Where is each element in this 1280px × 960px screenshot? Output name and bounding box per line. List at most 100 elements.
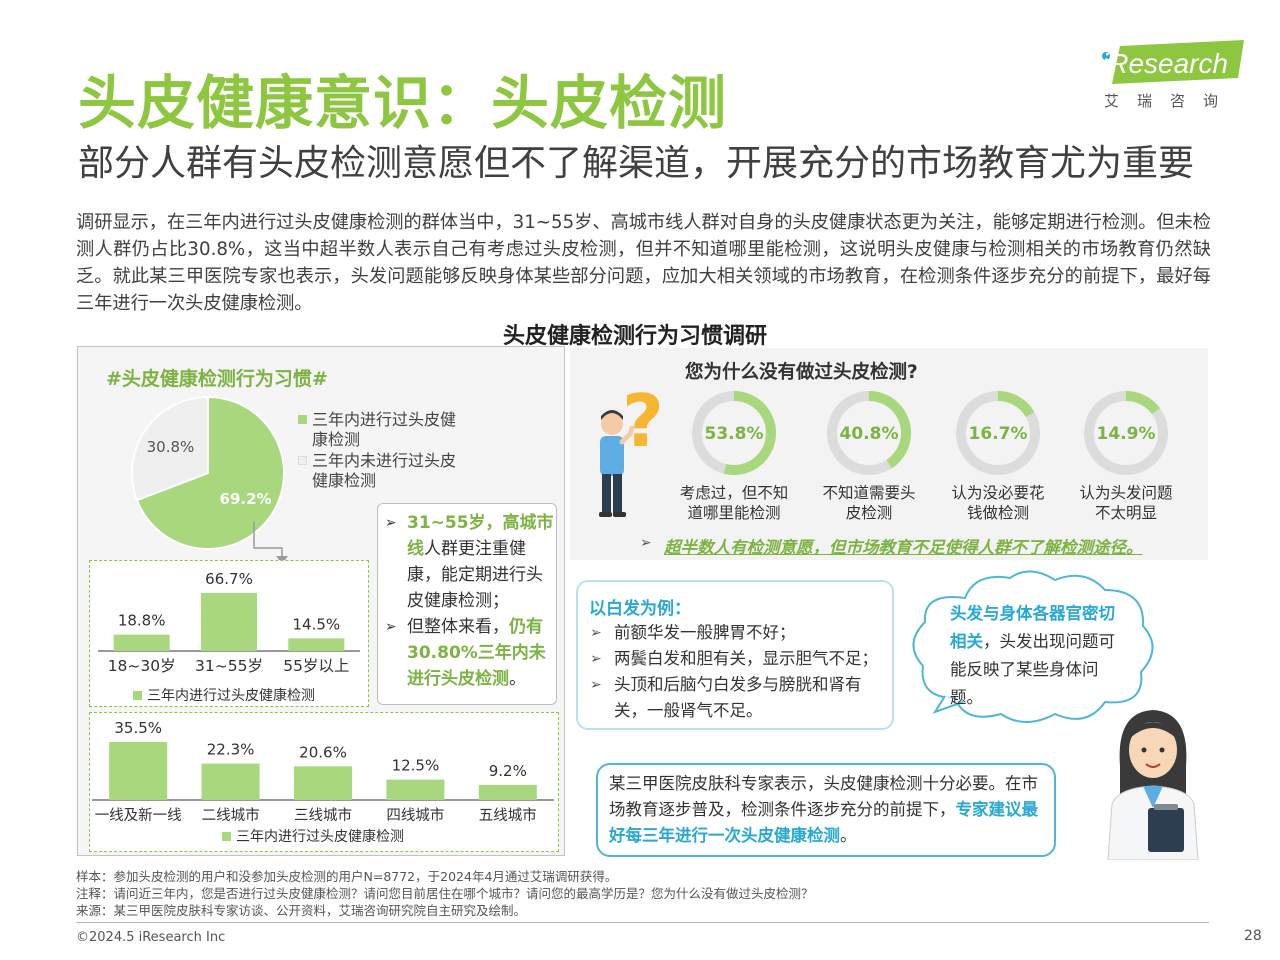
bar <box>113 634 170 651</box>
pie-slice <box>135 395 285 550</box>
bar-category-label: 二线城市 <box>202 807 260 824</box>
city-bar-chart: 35.5% 一线及新一线 22.3% 二线城市 20.6% 三线城市 12.5% 四线城市 9.… <box>92 719 554 845</box>
donut-conclusion: 超半数人有检测意愿，但市场教育不足使得人群不了解检测途径。 <box>664 538 1143 557</box>
legend-line: 健康检测 <box>312 471 377 490</box>
logo-banner-icon <box>1102 40 1244 84</box>
bar <box>201 763 260 800</box>
svg-text:?: ? <box>622 386 664 463</box>
arrow-bullet-icon: ➢ <box>385 515 397 531</box>
bar-category-label: 55岁以上 <box>283 657 349 675</box>
bar-value-label: 18.8% <box>118 612 166 630</box>
bar <box>288 638 345 651</box>
expert-text: 某三甲医院皮肤科专家表示，头皮健康检测十分必要。在市场教育逐步普及，检测条件逐步… <box>609 771 1049 849</box>
donut-charts: 53.8% 40.8% 16.7% 14.9% <box>692 391 1168 475</box>
logo-cn: 艾瑞咨询 <box>1104 92 1237 110</box>
bar <box>478 784 537 800</box>
legend-line: 三年内未进行过头皮 <box>312 451 457 470</box>
bar-value-label: 35.5% <box>114 719 162 737</box>
legend-line: 康检测 <box>312 430 361 449</box>
copyright: ©2024.5 iResearch Inc <box>76 930 226 945</box>
logo-text: iResearch <box>1102 48 1229 79</box>
page-number: 28 <box>1244 928 1262 944</box>
white-hair-title: 以白发为例： <box>589 599 691 619</box>
bar-category-label: 四线城市 <box>386 807 444 824</box>
page-subtitle: 部分人群有头皮检测意愿但不了解渠道，开展充分的市场教育尤为重要 <box>78 143 1195 184</box>
arrow-bullet-icon: ➢ <box>385 619 397 635</box>
bar-category-label: 18~30岁 <box>108 657 176 675</box>
footer-divider <box>76 922 1209 923</box>
bar <box>109 742 168 800</box>
footer-note: 注释：请问近三年内，您是否进行过头皮健康检测？请问您目前居住在哪个城市？请问您的… <box>76 886 814 901</box>
age-bar-chart: 18.8% 18~30岁 66.7% 31~55岁 14.5% 55岁以上三年内进行过头皮… <box>98 570 360 704</box>
bar <box>386 779 445 800</box>
pie-value-label: 30.8% <box>147 438 195 456</box>
donut-label-4: 认为头发问题 不太明显 <box>1066 483 1186 523</box>
note-text: 人群更注重健康，能定期进行头皮健康检测； <box>407 539 543 611</box>
intro-paragraph: 调研显示，在三年内进行过头皮健康检测的群体当中，31~55岁、高城市线人群对自身… <box>76 212 1211 314</box>
donut-value-label: 14.9% <box>1097 424 1156 444</box>
expert-body: 某三甲医院皮肤科专家表示，头皮健康检测十分必要。在市场教育逐步普及，检测条件逐步… <box>609 774 1038 819</box>
legend-swatch <box>298 415 307 424</box>
bar-value-label: 14.5% <box>293 615 341 633</box>
cloud-body: ，头发出现问题可能反映了某些身体问题。 <box>950 632 1115 707</box>
white-hair-list: 前额华发一般脾胃不好； 两鬓白发和胆有关，显示胆气不足； 头顶和后脑勺白发多与膀… <box>590 620 890 724</box>
bar <box>201 593 257 651</box>
donut-label-line: 皮检测 <box>845 504 893 522</box>
bar-legend-label: 三年内进行过头皮健康检测 <box>147 687 315 704</box>
donut-value-label: 40.8% <box>840 424 899 444</box>
donut-label-line: 认为没必要花 <box>951 484 1045 502</box>
doctor-icon <box>1107 710 1199 860</box>
legend-line: 三年内进行过头皮健 <box>312 410 457 429</box>
donut-value-label: 16.7% <box>969 424 1028 444</box>
legend-swatch <box>298 456 307 465</box>
donut-label-line: 认为头发问题 <box>1079 484 1173 502</box>
pie-slice <box>131 395 209 502</box>
donut-label-line: 不知道需要头 <box>822 484 916 502</box>
age-note-text: ➢ 31~55岁，高城市线人群更注重健康，能定期进行头皮健康检测； ➢ 但整体来… <box>385 510 555 692</box>
footer-source: 来源：某三甲医院皮肤科专家访谈、公开资料，艾瑞咨询研究院自主研究及绘制。 <box>76 903 527 918</box>
cloud-text: 头发与身体各器官密切相关，头发出现问题可能反映了某些身体问题。 <box>950 600 1118 712</box>
left-panel-title: #头皮健康检测行为习惯# <box>106 368 328 390</box>
expert-box <box>596 763 1056 857</box>
legend-swatch <box>222 832 231 841</box>
cloud-bubble-icon <box>912 570 1154 723</box>
donut-question: 您为什么没有做过头皮检测? <box>685 362 918 383</box>
bar <box>294 766 352 800</box>
pie-value-label: 69.2% <box>220 490 272 508</box>
survey-title: 头皮健康检测行为习惯调研 <box>502 324 767 349</box>
expert-end: 。 <box>840 826 857 845</box>
arrow-bullet-icon: ➢ <box>640 535 652 551</box>
legend-swatch <box>133 691 142 700</box>
donut-value-label: 53.8% <box>705 424 764 444</box>
list-item: 两鬓白发和胆有关，显示胆气不足； <box>590 646 890 672</box>
donut-label-line: 道哪里能检测 <box>687 504 781 522</box>
expert-highlight: 专家建议最好每三年进行一次头皮健康检测 <box>609 800 1038 845</box>
bar-category-label: 五线城市 <box>479 807 537 824</box>
note-highlight: 31~55岁，高城市线 <box>407 513 554 559</box>
note-text: 但整体来看， <box>407 617 509 637</box>
list-item: 前额华发一般脾胃不好； <box>590 620 890 646</box>
donut-arc <box>956 391 1040 475</box>
donut-arc <box>692 391 776 475</box>
bar-value-label: 9.2% <box>489 762 527 780</box>
bar-legend-label: 三年内进行过头皮健康检测 <box>236 828 404 845</box>
donut-label-line: 考虑过，但不知 <box>679 484 789 502</box>
donut-arc <box>1084 391 1168 475</box>
list-item: 头顶和后脑勺白发多与膀胱和肾有关，一般肾气不足。 <box>590 672 890 724</box>
bar-category-label: 31~55岁 <box>195 657 263 675</box>
donut-label-line: 钱做检测 <box>966 504 1029 522</box>
donut-arc <box>827 391 911 475</box>
bar-category-label: 三线城市 <box>294 807 352 824</box>
pie-chart: 69.2% 30.8% <box>131 395 285 550</box>
donut-label-1: 考虑过，但不知 道哪里能检测 <box>674 483 794 523</box>
bar-category-label: 一线及新一线 <box>95 807 182 824</box>
thinking-person-icon: ? <box>599 386 664 517</box>
donut-label-2: 不知道需要头 皮检测 <box>809 483 929 523</box>
bar-value-label: 66.7% <box>205 570 253 588</box>
footer-sample: 样本：参加头皮检测的用户和没参加头皮检测的用户N=8772，于2024年4月通过… <box>76 869 618 884</box>
note-highlight: 仍有30.80%三年内未进行头皮检测 <box>407 617 546 689</box>
age-note-box <box>377 503 557 705</box>
cloud-highlight: 头发与身体各器官密切相关 <box>950 604 1115 651</box>
iresearch-logo: iResearch 艾瑞咨询 <box>1098 40 1248 112</box>
bar-value-label: 12.5% <box>392 757 440 775</box>
